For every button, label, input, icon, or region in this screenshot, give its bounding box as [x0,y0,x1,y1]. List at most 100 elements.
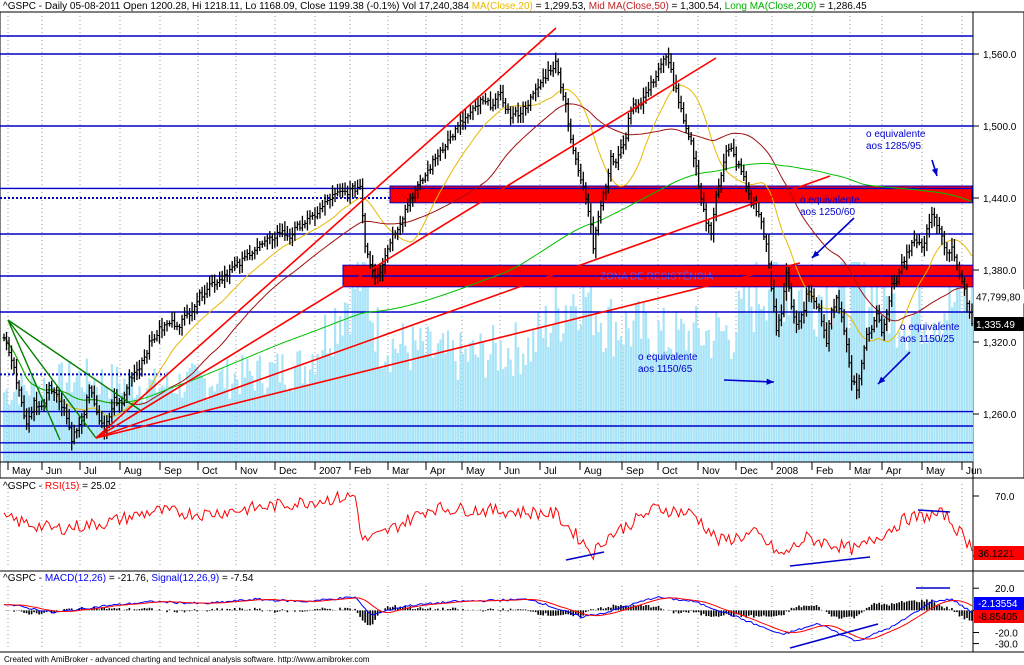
volume-bar [201,375,204,462]
volume-bar [918,281,921,462]
volume-bar [374,351,377,462]
volume-bar [441,333,445,462]
volume-bar [95,386,98,462]
y-tick-label: 1,380.0 [983,266,1017,277]
volume-bar [196,366,199,462]
volume-bar [88,381,91,462]
macd-histogram-bar [572,610,575,617]
macd-histogram-bar [715,610,718,617]
macd-histogram-bar [820,609,823,611]
macd-histogram-bar [379,610,381,614]
macd-histogram-bar [421,608,424,611]
macd-histogram-bar [735,610,738,615]
macd-histogram-bar [354,608,356,611]
macd-histogram-bar [442,607,444,611]
volume-bar [246,359,249,462]
macd-histogram-bar [898,602,901,611]
volume-bar [8,404,11,462]
macd-histogram-bar [111,608,113,611]
ma50-value: = 1,300.54, [668,1,725,12]
volume-bar [191,363,194,462]
volume-bar [895,347,898,462]
ma20-label: MA(Close,20) [471,1,533,12]
volume-bar [617,340,620,462]
volume-bar [321,350,324,462]
volume-bar [730,358,733,462]
macd-histogram-bar [221,608,223,611]
macd-histogram-bar [216,608,218,611]
volume-bar [509,359,512,462]
volume-bar [675,311,678,462]
macd-histogram-bar [868,607,870,611]
volume-bar [522,353,525,462]
volume-bar [747,277,751,462]
month-label: Jul [544,466,557,477]
macd-histogram-bar [615,605,617,611]
macd-histogram-bar [647,605,650,611]
macd-histogram-bar [389,607,391,611]
volume-bar [557,307,560,462]
macd-histogram-bar [885,604,888,611]
macd-histogram-bar [625,605,627,611]
volume-bar [720,331,723,462]
macd-histogram-bar [825,610,828,612]
volume-bar [780,275,783,462]
macd-histogram-bar [361,610,364,621]
volume-bar [662,307,665,462]
macd-histogram-bar [637,605,640,611]
volume-bar [63,396,66,462]
macd-histogram-bar [384,608,386,611]
volume-bar [20,374,23,462]
signal-value: = -7.54 [219,573,254,584]
volume-bar [632,320,635,462]
annotation-1285: aos 1285/95 [866,141,921,152]
macd-histogram-bar [943,608,946,611]
volume-bar [614,322,618,462]
macd-histogram-bar [692,610,695,613]
macd-histogram-bar [43,610,45,613]
volume-bar [296,351,299,462]
macd-histogram-bar [602,608,605,611]
arrow-1250-head [812,250,820,258]
macd-histogram-bar [549,610,552,616]
volume-bar [900,342,903,462]
volume-bar [494,342,497,462]
volume-bar [354,288,357,462]
macd-histogram-bar [369,610,371,626]
volume-bar [298,350,302,462]
volume-bar [351,266,354,462]
y-tick-label: 1,560.0 [983,50,1017,61]
volume-bar [805,290,808,462]
volume-bar [346,303,349,462]
month-label: Nov [240,466,258,477]
volume-bar [710,358,713,462]
volume-bar [777,267,781,462]
volume-bar [48,381,51,462]
volume-bar [893,293,896,462]
macd-histogram-bar [798,605,800,611]
macd-histogram-bar [314,608,316,611]
volume-bar [667,347,670,462]
macd-histogram-bar [579,610,582,618]
volume-bar [276,353,279,462]
month-label: Jul [84,466,97,477]
macd-histogram-bar [946,606,948,611]
last-price-badge-bg [974,317,1024,331]
footer-credit: Created with AmiBroker - advanced charti… [4,655,370,664]
macd-histogram-bar [612,604,615,611]
macd-histogram-bar [434,609,437,611]
volume-bar [198,371,201,462]
volume-bar [915,312,919,462]
volume-bar [283,384,287,462]
macd-histogram-bar [101,607,103,611]
macd-histogram-bar [374,610,376,620]
volume-bar [609,298,613,462]
volume-bar [634,304,638,462]
volume-bar [629,346,633,462]
volume-bar [687,330,690,462]
month-label: Oct [202,466,218,477]
volume-bar [963,280,966,462]
volume-bar [168,386,171,462]
macd-histogram-bar [966,610,968,618]
macd-histogram-bar [168,609,171,611]
